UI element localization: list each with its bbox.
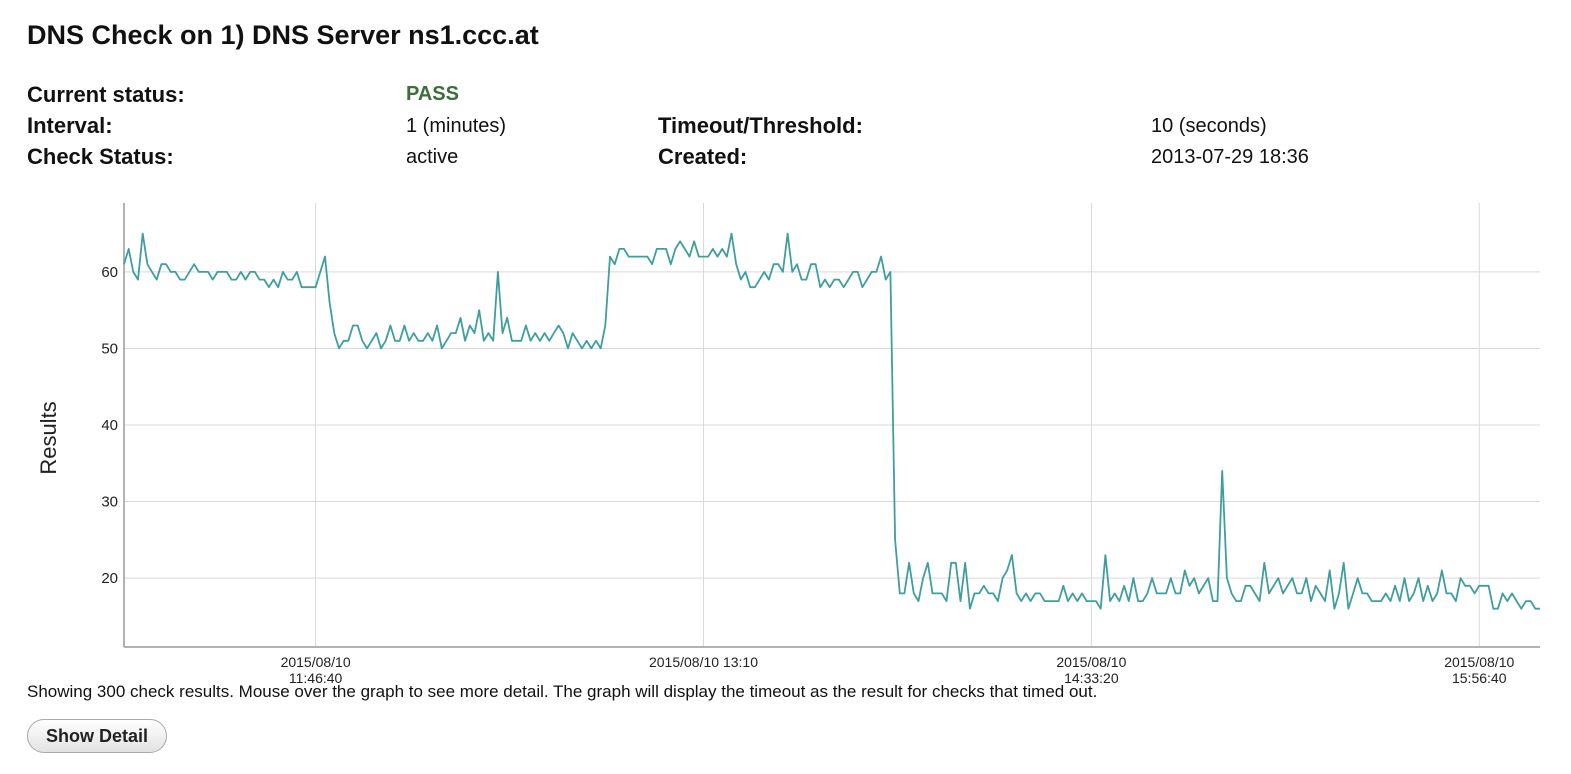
results-chart[interactable]: 20 30 40 50 60 2015/08/10 11:46:40 2015/08/10 1… — [0, 195, 1571, 685]
check-status-value: active — [406, 146, 459, 168]
timeout-label: Timeout/Threshold: — [658, 113, 863, 138]
results-series-line — [123, 232, 1540, 610]
y-tick-label: 60 — [101, 264, 118, 281]
interval-value: 1 (minutes) — [406, 115, 507, 137]
results-note: Showing 300 check results. Mouse over th… — [27, 682, 1098, 701]
x-tick-label: 2015/08/10 13:10 — [649, 654, 758, 670]
current-status-label: Current status: — [27, 82, 185, 107]
created-label: Created: — [658, 144, 748, 169]
interval-label: Interval: — [27, 113, 113, 138]
page-title: DNS Check on 1) DNS Server ns1.ccc.at — [27, 20, 539, 50]
x-tick-label: 2015/08/10 14:33:20 — [1056, 654, 1126, 685]
y-tick-label: 20 — [101, 570, 118, 587]
current-status-value: PASS — [406, 83, 459, 105]
y-tick-label: 40 — [101, 417, 118, 434]
timeout-value: 10 (seconds) — [1151, 115, 1267, 137]
check-status-label: Check Status: — [27, 144, 174, 169]
show-detail-button[interactable]: Show Detail — [27, 719, 167, 753]
created-value: 2013-07-29 18:36 — [1151, 146, 1309, 168]
x-tick-label: 2015/08/10 11:46:40 — [281, 654, 351, 685]
x-tick-label: 2015/08/10 15:56:40 — [1444, 654, 1514, 685]
y-axis-title: Results — [36, 401, 61, 474]
y-tick-label: 30 — [101, 494, 118, 511]
y-tick-label: 50 — [101, 340, 118, 357]
